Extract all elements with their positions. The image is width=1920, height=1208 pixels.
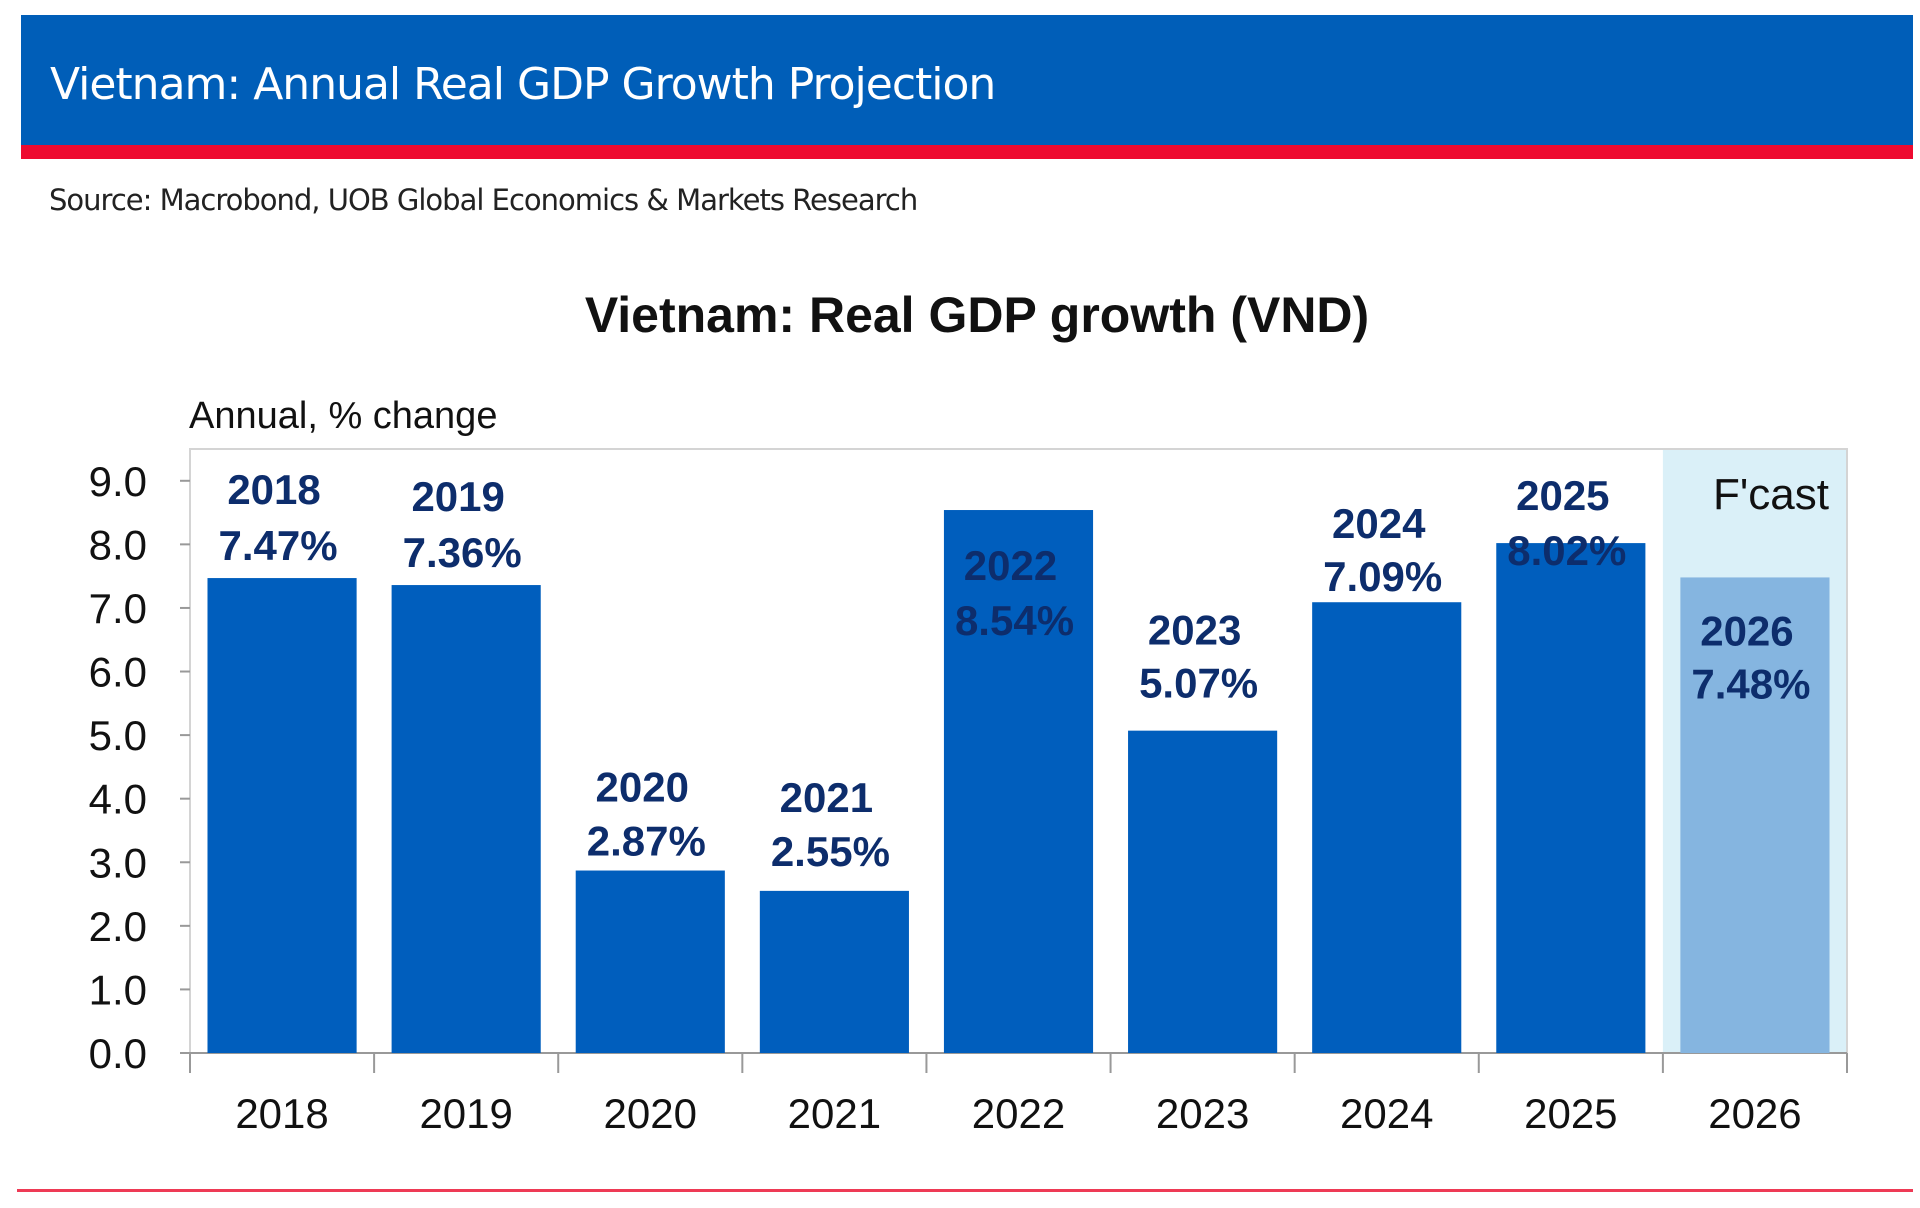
y-axis-label: Annual, % change — [189, 395, 497, 437]
data-label-year: 2025 — [1516, 472, 1609, 519]
bar-2022 — [943, 510, 1094, 1054]
page-title: Vietnam: Annual Real GDP Growth Projecti… — [50, 59, 996, 110]
data-label-value: 7.47% — [219, 522, 338, 569]
data-label-year: 2026 — [1700, 607, 1793, 654]
y-tick-label: 8.0 — [89, 521, 147, 568]
data-label-value: 2.55% — [771, 828, 890, 875]
bar-2018 — [207, 578, 357, 1053]
y-tick-label: 3.0 — [89, 839, 147, 886]
header-accent-bar — [21, 145, 1913, 159]
bar-2023 — [1128, 730, 1278, 1053]
y-tick-label: 5.0 — [89, 712, 147, 759]
bar-2026 — [1680, 577, 1830, 1053]
x-tick-label: 2020 — [604, 1090, 697, 1137]
y-tick-label: 6.0 — [89, 649, 147, 696]
bar-2025 — [1496, 543, 1646, 1053]
y-tick-label: 2.0 — [89, 903, 147, 950]
bottom-divider — [17, 1189, 1913, 1192]
bar-2021 — [759, 890, 909, 1053]
data-label-year: 2022 — [964, 542, 1057, 589]
data-label-value: 5.07% — [1139, 660, 1258, 707]
x-tick-label: 2023 — [1156, 1090, 1249, 1137]
y-tick-label: 1.0 — [89, 966, 147, 1013]
x-tick-label: 2019 — [419, 1090, 512, 1137]
data-label-year: 2018 — [227, 466, 320, 513]
data-label-year: 2020 — [596, 764, 689, 811]
data-label-value: 8.54% — [955, 597, 1074, 644]
bar-2019 — [391, 585, 541, 1053]
header-banner: Vietnam: Annual Real GDP Growth Projecti… — [21, 15, 1913, 145]
y-tick-label: 7.0 — [89, 585, 147, 632]
x-tick-label: 2018 — [235, 1090, 328, 1137]
data-label-value: 7.36% — [403, 529, 522, 576]
data-label-value: 2.87% — [587, 818, 706, 865]
data-label-value: 7.09% — [1323, 553, 1442, 600]
x-tick-label: 2025 — [1524, 1090, 1617, 1137]
chart-title: Vietnam: Real GDP growth (VND) — [585, 287, 1369, 343]
y-tick-label: 9.0 — [89, 458, 147, 505]
y-tick-label: 4.0 — [89, 776, 147, 823]
y-tick-label: 0.0 — [89, 1030, 147, 1077]
bar-2020 — [575, 870, 725, 1053]
source-note: Source: Macrobond, UOB Global Economics … — [49, 183, 918, 217]
data-label-year: 2019 — [411, 473, 504, 520]
data-label-year: 2024 — [1332, 500, 1426, 547]
x-tick-label: 2022 — [972, 1090, 1065, 1137]
data-label-year: 2023 — [1148, 607, 1241, 654]
data-label-value: 7.48% — [1691, 660, 1810, 707]
data-label-value: 8.02% — [1507, 527, 1626, 574]
bar-2024 — [1312, 602, 1462, 1053]
x-tick-label: 2021 — [788, 1090, 881, 1137]
x-tick-label: 2026 — [1708, 1090, 1801, 1137]
x-tick-label: 2024 — [1340, 1090, 1433, 1137]
forecast-label: F'cast — [1713, 470, 1829, 519]
data-label-year: 2021 — [780, 774, 873, 821]
